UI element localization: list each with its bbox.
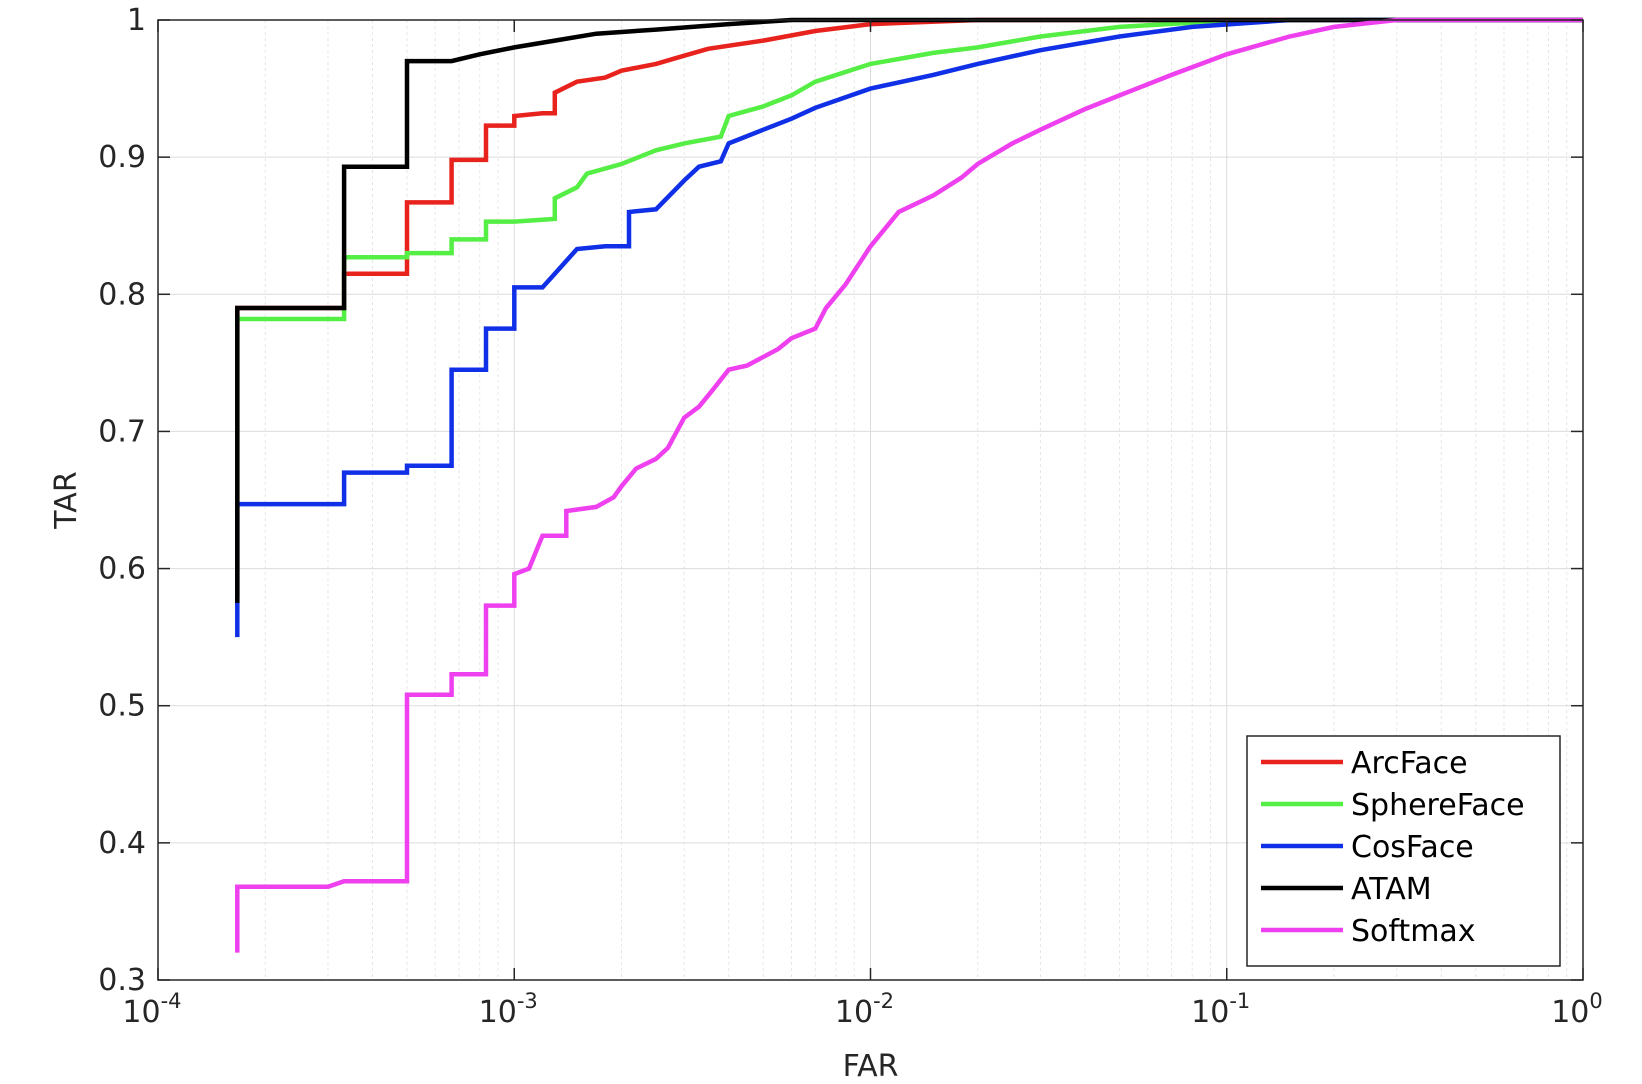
x-tick-label: 10-2: [835, 989, 894, 1030]
series-line-arcface: [235, 17, 1583, 596]
y-axis-label: TAR: [49, 471, 84, 529]
x-tick-label: 10-3: [479, 989, 538, 1030]
x-tick-label: 100: [1551, 989, 1603, 1030]
x-tick-label: 10-4: [122, 989, 181, 1030]
legend: ArcFace SphereFace CosFace ATAM Softmax: [1246, 735, 1561, 967]
legend-label-atam: ATAM: [1351, 872, 1432, 907]
axis-tick-labels: 10-4 10-3 10-2 10-1 100 0.3 0.4 0.5 0.6 0.7 0.8 0.9…: [98, 3, 1603, 1030]
x-axis-label: FAR: [843, 1049, 899, 1084]
y-tick-label: 0.7: [98, 414, 146, 449]
series-line-cosface: [235, 17, 1583, 638]
axis-ticks: [157, 19, 1584, 981]
y-tick-label: 0.3: [98, 963, 146, 998]
y-tick-label: 0.5: [98, 689, 146, 724]
legend-label-cosface: CosFace: [1351, 830, 1474, 865]
y-tick-label: 0.4: [98, 826, 146, 861]
y-tick-label: 0.9: [98, 140, 146, 175]
series-layer: [235, 17, 1583, 953]
series-line-softmax: [235, 17, 1583, 953]
series-line-atam: [235, 17, 1583, 603]
legend-label-softmax: Softmax: [1351, 914, 1476, 949]
grid-lines: [157, 19, 1584, 981]
x-tick-label: 10-1: [1191, 989, 1250, 1030]
y-tick-label: 1: [127, 3, 146, 38]
legend-box: [1246, 735, 1561, 967]
y-tick-label: 0.8: [98, 277, 146, 312]
series-line-sphereface: [235, 17, 1583, 610]
legend-label-arcface: ArcFace: [1351, 746, 1468, 781]
legend-label-sphereface: SphereFace: [1351, 788, 1525, 823]
y-tick-label: 0.6: [98, 552, 146, 587]
